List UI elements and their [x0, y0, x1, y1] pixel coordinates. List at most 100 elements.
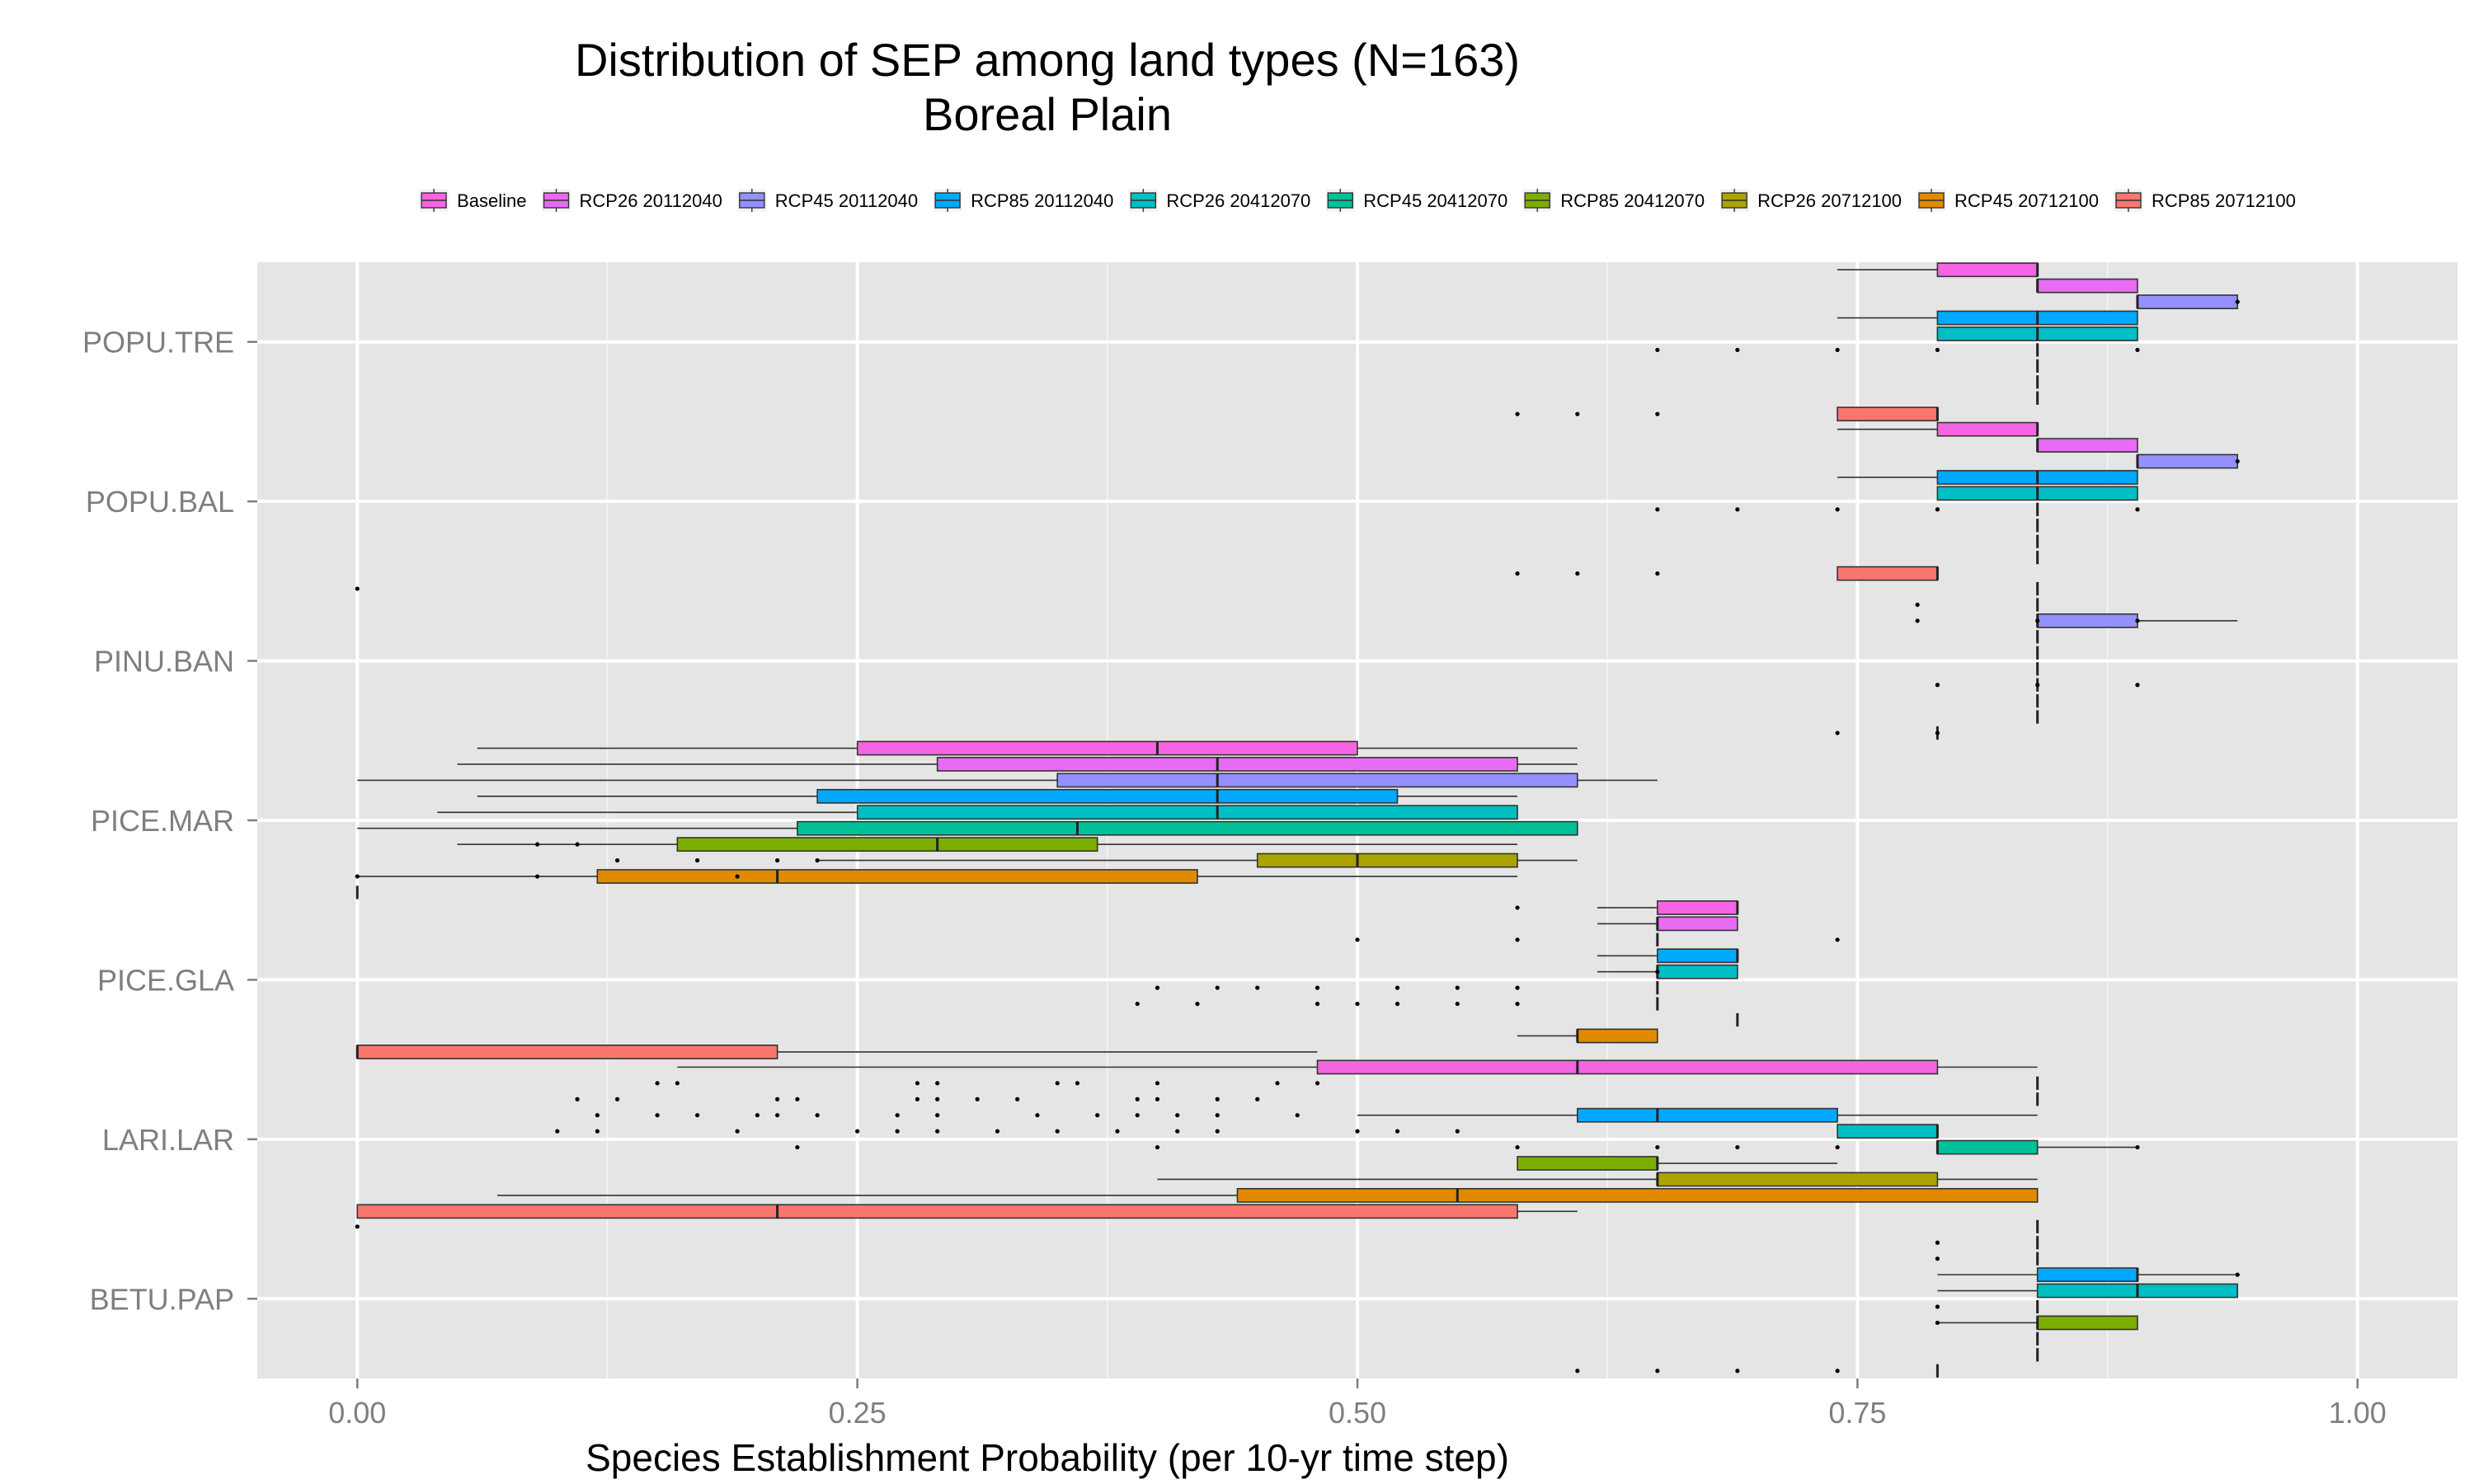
outlier-point	[655, 1113, 660, 1118]
box	[1837, 406, 1939, 422]
outlier-point	[695, 858, 700, 863]
legend-label: RCP85 20712100	[2152, 190, 2296, 211]
legend-item: RCP45 20412070	[1324, 188, 1507, 213]
outlier-point	[1315, 985, 1320, 990]
legend-label: RCP85 20112040	[971, 190, 1113, 211]
outlier-point	[1575, 1369, 1580, 1374]
legend-item: RCP85 20112040	[932, 188, 1113, 213]
outlier-point	[1195, 1001, 1200, 1007]
outlier-point	[1075, 1081, 1080, 1086]
outlier-point	[614, 1097, 620, 1101]
box	[1837, 1124, 1939, 1139]
outlier-point	[355, 874, 360, 879]
outlier-point	[595, 1129, 600, 1134]
outlier-point	[775, 1097, 780, 1101]
outlier-point	[2135, 507, 2140, 512]
box	[2036, 278, 2138, 294]
outlier-point	[1215, 1113, 1220, 1118]
outlier-point	[1735, 1144, 1740, 1150]
outlier-point	[1515, 985, 1520, 990]
outlier-point	[614, 858, 620, 863]
outlier-point	[2035, 618, 2040, 623]
outlier-point	[1115, 1129, 1120, 1134]
box	[1256, 852, 1518, 868]
outlier-point	[755, 1113, 760, 1118]
outlier-point	[775, 858, 780, 863]
outlier-point	[1935, 1240, 1940, 1245]
y-tick-label: PICE.GLA	[97, 963, 234, 997]
box	[856, 740, 1358, 756]
outlier-point	[1155, 1097, 1160, 1101]
outlier-point	[1455, 985, 1460, 990]
outlier-point	[1455, 1001, 1460, 1007]
outlier-point	[534, 842, 540, 847]
legend-label: RCP45 20112040	[775, 190, 918, 211]
box	[2036, 1267, 2138, 1283]
outlier-point	[935, 1081, 940, 1086]
outlier-point	[1575, 411, 1580, 416]
outlier-point	[1935, 1256, 1940, 1261]
outlier-point	[1215, 1129, 1220, 1134]
box	[936, 757, 1518, 772]
box	[2036, 613, 2138, 628]
outlier-point	[1655, 1144, 1660, 1150]
outlier-point	[1215, 1097, 1220, 1101]
y-tick-label: PINU.BAN	[94, 645, 234, 679]
outlier-point	[1055, 1129, 1060, 1134]
outlier-point	[915, 1097, 920, 1101]
outlier-point	[1395, 1001, 1400, 1007]
outlier-point	[2135, 347, 2140, 353]
outlier-point	[555, 1129, 560, 1134]
outlier-point	[1175, 1113, 1180, 1118]
outlier-point	[1655, 347, 1660, 353]
box	[596, 869, 1198, 884]
outlier-point	[2135, 1144, 2140, 1150]
outlier-point	[915, 1081, 920, 1086]
outlier-point	[575, 842, 580, 847]
outlier-point	[1835, 937, 1840, 942]
outlier-point	[1515, 411, 1520, 416]
outlier-point	[855, 1129, 860, 1134]
outlier-point	[1355, 1001, 1360, 1007]
outlier-point	[2035, 683, 2040, 688]
outlier-point	[2235, 299, 2240, 304]
box	[1577, 1028, 1658, 1044]
x-tick-label: 1.00	[2329, 1396, 2387, 1430]
legend-item: RCP85 20712100	[2113, 188, 2296, 213]
legend-item: RCP45 20712100	[1916, 188, 2099, 213]
outlier-point	[815, 858, 820, 863]
outlier-point	[815, 1113, 820, 1118]
outlier-point	[1835, 730, 1840, 735]
box	[1837, 566, 1939, 581]
outlier-point	[1315, 1001, 1320, 1007]
box	[1577, 1107, 1838, 1123]
outlier-point	[1655, 1369, 1660, 1374]
box	[676, 837, 1098, 852]
outlier-point	[2135, 683, 2140, 688]
outlier-point	[735, 874, 740, 879]
outlier-point	[695, 1113, 700, 1118]
y-tick-label: BETU.PAP	[90, 1282, 234, 1316]
outlier-point	[1055, 1081, 1060, 1086]
outlier-point	[675, 1081, 680, 1086]
outlier-point	[1935, 507, 1940, 512]
outlier-point	[1395, 985, 1400, 990]
outlier-point	[1315, 1081, 1320, 1086]
outlier-point	[935, 1113, 940, 1118]
box	[1517, 1156, 1658, 1171]
outlier-point	[1835, 1369, 1840, 1374]
y-tick-label: POPU.BAL	[86, 485, 234, 519]
outlier-point	[1915, 602, 1920, 608]
outlier-point	[1155, 1144, 1160, 1150]
y-tick-label: POPU.TRE	[82, 326, 234, 359]
box	[1657, 964, 1738, 979]
outlier-point	[1735, 507, 1740, 512]
outlier-point	[895, 1113, 900, 1118]
outlier-point	[534, 874, 540, 879]
legend-label: Baseline	[457, 190, 526, 211]
outlier-point	[355, 586, 360, 591]
outlier-point	[1515, 937, 1520, 942]
chart-title: Distribution of SEP among land types (N=…	[575, 34, 1520, 86]
chart-subtitle: Boreal Plain	[923, 88, 1172, 140]
